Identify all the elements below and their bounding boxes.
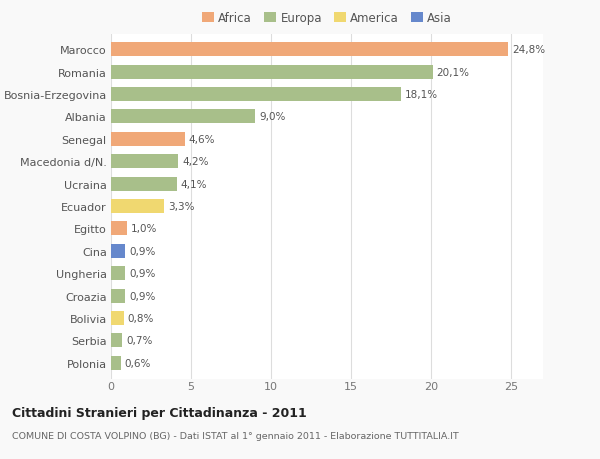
Text: 4,2%: 4,2%: [182, 157, 209, 167]
Legend: Africa, Europa, America, Asia: Africa, Europa, America, Asia: [202, 12, 452, 25]
Bar: [111, 244, 125, 258]
Bar: [111, 66, 433, 79]
Text: COMUNE DI COSTA VOLPINO (BG) - Dati ISTAT al 1° gennaio 2011 - Elaborazione TUTT: COMUNE DI COSTA VOLPINO (BG) - Dati ISTA…: [12, 431, 459, 441]
Text: Cittadini Stranieri per Cittadinanza - 2011: Cittadini Stranieri per Cittadinanza - 2…: [12, 406, 307, 419]
Text: 0,9%: 0,9%: [130, 291, 156, 301]
Text: 24,8%: 24,8%: [512, 45, 545, 55]
Text: 20,1%: 20,1%: [437, 67, 470, 78]
Bar: [111, 267, 125, 280]
Text: 9,0%: 9,0%: [259, 112, 286, 122]
Text: 3,3%: 3,3%: [168, 202, 194, 212]
Text: 0,6%: 0,6%: [125, 358, 151, 368]
Text: 0,8%: 0,8%: [128, 313, 154, 323]
Bar: [111, 356, 121, 370]
Bar: [111, 311, 124, 325]
Bar: [111, 155, 178, 169]
Bar: [111, 133, 185, 146]
Bar: [111, 289, 125, 303]
Bar: [111, 110, 255, 124]
Bar: [111, 200, 164, 213]
Text: 0,9%: 0,9%: [130, 246, 156, 256]
Text: 0,7%: 0,7%: [126, 336, 152, 346]
Text: 18,1%: 18,1%: [404, 90, 438, 100]
Text: 0,9%: 0,9%: [130, 269, 156, 279]
Text: 1,0%: 1,0%: [131, 224, 157, 234]
Text: 4,6%: 4,6%: [188, 134, 215, 145]
Text: 4,1%: 4,1%: [181, 179, 207, 189]
Bar: [111, 177, 176, 191]
Bar: [111, 222, 127, 236]
Bar: [111, 88, 401, 102]
Bar: [111, 43, 508, 57]
Bar: [111, 334, 122, 347]
